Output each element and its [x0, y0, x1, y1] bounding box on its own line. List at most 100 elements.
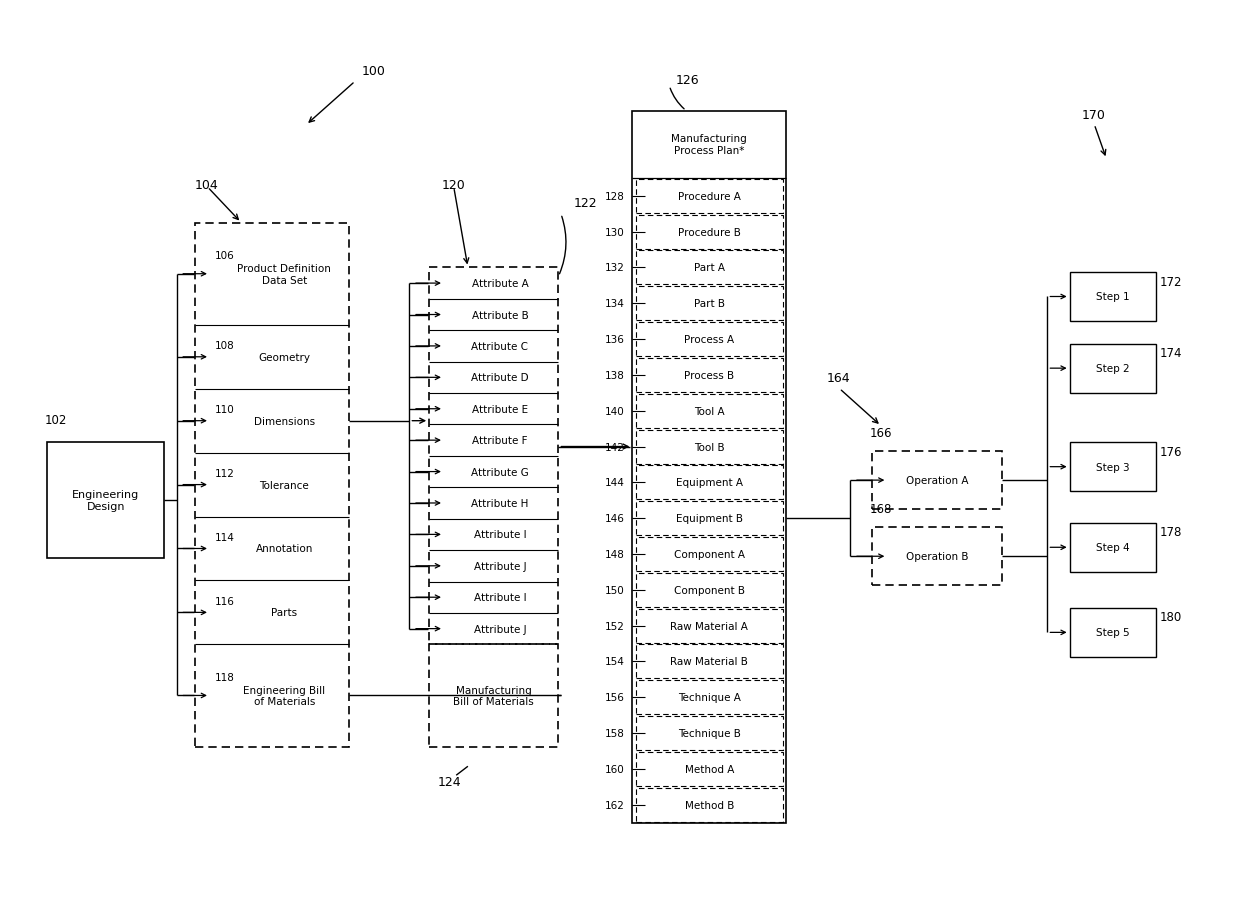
Text: Engineering
Design: Engineering Design — [72, 490, 139, 511]
Text: 112: 112 — [215, 469, 234, 479]
Bar — [1070, 608, 1156, 657]
Text: 146: 146 — [605, 514, 625, 524]
Text: 170: 170 — [1081, 109, 1106, 122]
Text: 116: 116 — [215, 596, 234, 606]
Text: Parts: Parts — [272, 608, 298, 618]
Text: 108: 108 — [215, 341, 234, 351]
Bar — [1070, 523, 1156, 573]
Text: Component B: Component B — [673, 585, 745, 595]
Text: Attribute I: Attribute I — [474, 530, 526, 540]
Bar — [636, 466, 782, 500]
Text: 102: 102 — [45, 414, 67, 427]
Bar — [636, 501, 782, 535]
Text: Tool A: Tool A — [694, 406, 724, 416]
Bar — [1070, 344, 1156, 394]
Text: 132: 132 — [605, 263, 625, 273]
Text: 150: 150 — [605, 585, 625, 595]
Text: Attribute G: Attribute G — [471, 467, 528, 477]
Text: Attribute J: Attribute J — [474, 624, 526, 634]
Text: Attribute B: Attribute B — [471, 310, 528, 321]
Text: Attribute J: Attribute J — [474, 561, 526, 572]
Text: Geometry: Geometry — [258, 352, 310, 362]
Bar — [636, 395, 782, 428]
Bar — [636, 645, 782, 679]
Text: 124: 124 — [438, 776, 461, 788]
Text: Operation A: Operation A — [906, 476, 968, 486]
Text: 162: 162 — [605, 800, 625, 810]
Text: 140: 140 — [605, 406, 625, 416]
Text: Equipment B: Equipment B — [676, 514, 743, 524]
Bar — [1070, 442, 1156, 492]
Text: 168: 168 — [870, 503, 893, 516]
Text: Attribute H: Attribute H — [471, 498, 528, 508]
Text: Product Definition
Data Set: Product Definition Data Set — [237, 264, 331, 285]
Text: Procedure A: Procedure A — [678, 191, 740, 201]
Bar — [636, 716, 782, 750]
Text: 138: 138 — [605, 370, 625, 380]
Text: Engineering Bill
of Materials: Engineering Bill of Materials — [243, 684, 325, 706]
Text: 152: 152 — [605, 621, 625, 631]
Text: 134: 134 — [605, 299, 625, 309]
Text: Step 2: Step 2 — [1096, 364, 1130, 374]
Bar — [636, 681, 782, 714]
Text: 110: 110 — [215, 405, 234, 414]
Text: 180: 180 — [1159, 610, 1182, 624]
Text: Step 5: Step 5 — [1096, 628, 1130, 638]
Text: 154: 154 — [605, 656, 625, 666]
Text: Attribute D: Attribute D — [471, 373, 528, 383]
Text: Process B: Process B — [684, 370, 734, 380]
Text: 118: 118 — [215, 673, 234, 683]
Text: Attribute A: Attribute A — [471, 279, 528, 289]
Bar — [873, 452, 1002, 509]
Text: Technique B: Technique B — [678, 729, 740, 739]
Bar — [429, 268, 558, 645]
Text: 174: 174 — [1159, 347, 1182, 359]
Text: 122: 122 — [573, 197, 596, 209]
Text: Attribute F: Attribute F — [472, 435, 528, 446]
Bar — [636, 287, 782, 321]
Text: 106: 106 — [215, 251, 234, 261]
Text: 120: 120 — [441, 179, 465, 192]
Bar — [636, 180, 782, 213]
Text: 128: 128 — [605, 191, 625, 201]
Text: Dimensions: Dimensions — [254, 416, 315, 426]
Bar — [636, 251, 782, 285]
Text: Part B: Part B — [694, 299, 725, 309]
Text: Raw Material B: Raw Material B — [671, 656, 748, 666]
Text: 166: 166 — [870, 427, 893, 440]
Text: 164: 164 — [827, 371, 851, 385]
Text: Operation B: Operation B — [906, 552, 968, 562]
Text: 158: 158 — [605, 729, 625, 739]
Text: Manufacturing
Process Plan*: Manufacturing Process Plan* — [671, 135, 748, 156]
Bar — [636, 537, 782, 572]
Text: 144: 144 — [605, 478, 625, 488]
Text: Tolerance: Tolerance — [259, 480, 309, 490]
Bar — [632, 112, 786, 823]
Text: Attribute I: Attribute I — [474, 592, 526, 602]
Text: 178: 178 — [1159, 526, 1182, 539]
Text: Method A: Method A — [684, 764, 734, 774]
Bar — [47, 442, 164, 559]
Text: Tool B: Tool B — [694, 442, 724, 452]
Bar — [636, 358, 782, 393]
Text: Procedure B: Procedure B — [678, 228, 740, 237]
Text: 160: 160 — [605, 764, 625, 774]
Text: Component A: Component A — [673, 549, 745, 559]
Text: 100: 100 — [361, 64, 386, 78]
Text: Part A: Part A — [694, 263, 725, 273]
Bar — [636, 788, 782, 822]
Bar — [636, 752, 782, 787]
Text: Method B: Method B — [684, 800, 734, 810]
Bar — [195, 223, 348, 747]
Text: Equipment A: Equipment A — [676, 478, 743, 488]
Text: 114: 114 — [215, 533, 234, 543]
Text: 172: 172 — [1159, 275, 1182, 288]
Text: Manufacturing
Bill of Materials: Manufacturing Bill of Materials — [454, 684, 534, 706]
Text: Process A: Process A — [684, 335, 734, 345]
Bar — [636, 430, 782, 464]
Text: Attribute E: Attribute E — [472, 405, 528, 414]
Text: 104: 104 — [195, 179, 218, 192]
Text: Annotation: Annotation — [255, 544, 312, 554]
Text: 136: 136 — [605, 335, 625, 345]
Text: 126: 126 — [676, 73, 699, 87]
